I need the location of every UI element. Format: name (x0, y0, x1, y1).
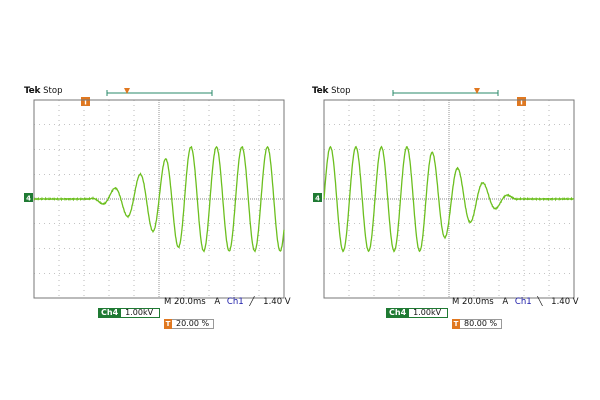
trigger-position-box: T 20.00 % (164, 319, 215, 329)
channel4-ground-marker-icon: 4 (24, 193, 33, 203)
trigger-position: 20.00 % (172, 319, 215, 329)
trigger-position-icon: T (452, 319, 460, 329)
acquisition-state: Stop (331, 86, 351, 96)
scope-right: Tek Stop T 4 M 20.0ms A Ch1 ╲ 1.40 V Ch4 … (298, 86, 588, 356)
timebase-readout: M 20.0ms A Ch1 ╱ 1.40 V (164, 297, 291, 307)
trigger-position-icon: T (164, 319, 172, 329)
svg-text:T: T (83, 99, 88, 107)
tek-brand: Tek (312, 86, 329, 96)
falling-edge-icon: ╲ (537, 297, 543, 307)
trigger-position: 80.00 % (460, 319, 503, 329)
channel-scale-box: Ch4 1.00kV (98, 308, 161, 318)
waveform-display-left: T 4 (24, 88, 285, 299)
timebase-value: M 20.0ms (452, 297, 494, 307)
rising-edge-icon: ╱ (249, 297, 255, 307)
channel4-ground-marker-icon: 4 (313, 193, 322, 203)
scope-status: Tek Stop (312, 86, 350, 96)
channel-scale: 1.00kV (409, 308, 449, 318)
svg-text:T: T (519, 99, 524, 107)
scope-left: Tek Stop T 4 M 20.0ms A Ch1 ╱ 1.40 V (12, 86, 302, 356)
timebase-value: M 20.0ms (164, 297, 206, 307)
record-bracket (106, 88, 213, 96)
waveform-trace (33, 145, 285, 253)
svg-text:4: 4 (26, 195, 31, 203)
scope-status: Tek Stop (24, 86, 62, 96)
acquisition-state: Stop (43, 86, 63, 96)
waveform-trace (323, 145, 575, 253)
acq-mode: A (214, 297, 221, 307)
trigger-channel: Ch1 (226, 297, 244, 307)
trigger-channel: Ch1 (514, 297, 532, 307)
channel-label: Ch4 (386, 308, 410, 318)
acq-mode: A (502, 297, 509, 307)
waveform-display-right: T 4 (313, 88, 575, 299)
trigger-level: 1.40 V (263, 297, 291, 307)
svg-text:4: 4 (315, 195, 320, 203)
channel-scale: 1.00kV (121, 308, 161, 318)
trigger-marker-icon: T (517, 97, 526, 107)
channel-label: Ch4 (98, 308, 122, 318)
trigger-position-box: T 80.00 % (452, 319, 503, 329)
trigger-level: 1.40 V (551, 297, 579, 307)
trigger-marker-icon: T (81, 97, 90, 107)
timebase-readout: M 20.0ms A Ch1 ╲ 1.40 V (452, 297, 579, 307)
channel-scale-box: Ch4 1.00kV (386, 308, 449, 318)
tek-brand: Tek (24, 86, 41, 96)
record-bracket (392, 88, 499, 96)
